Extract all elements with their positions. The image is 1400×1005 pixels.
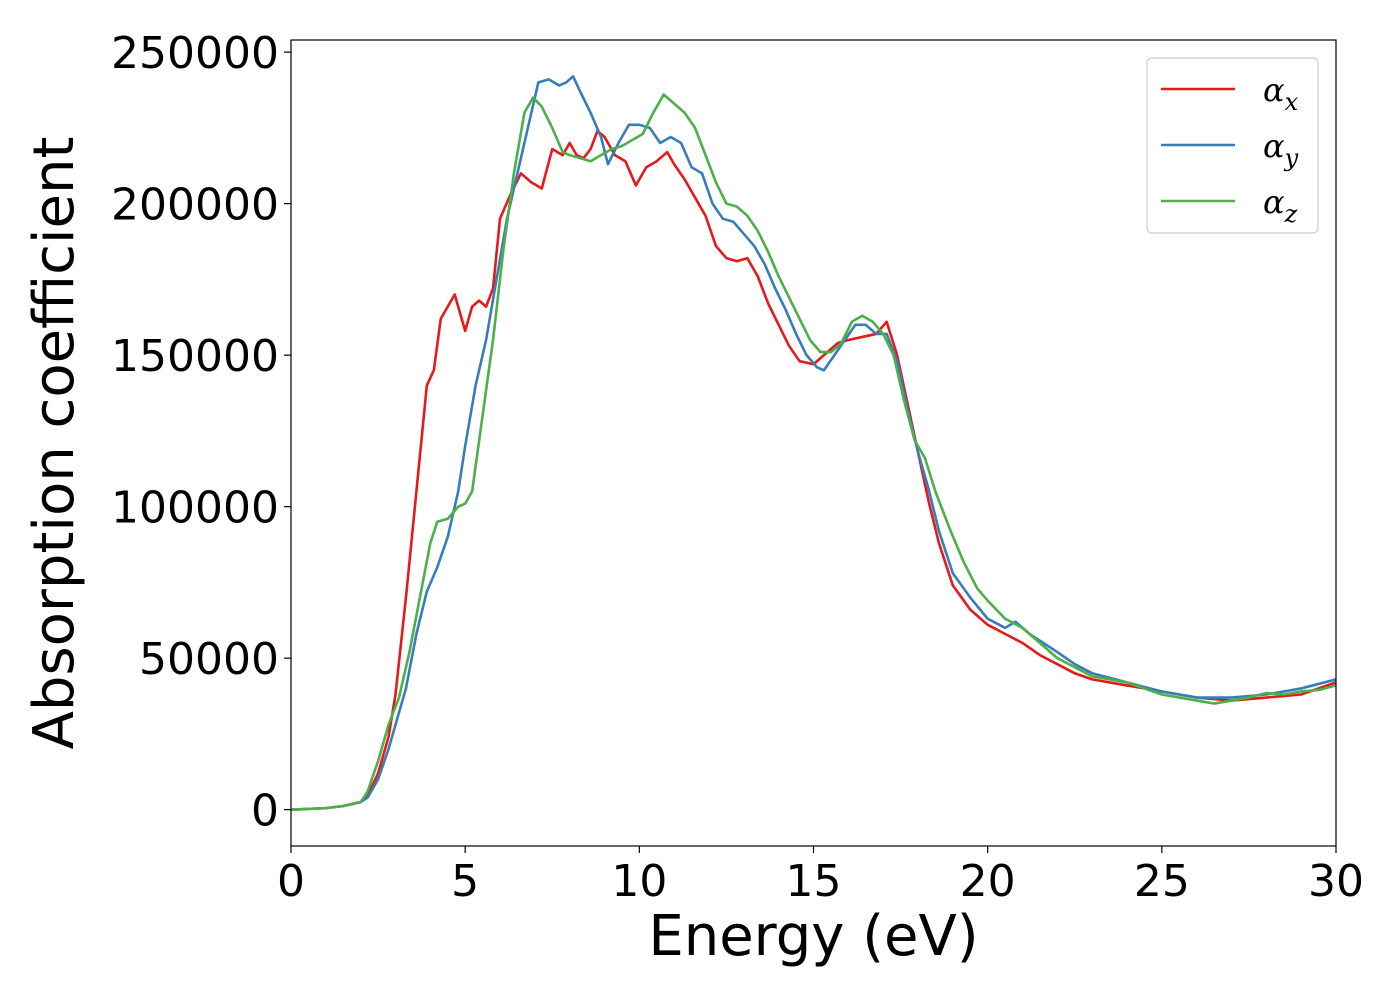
legend-label-z: αz: [1263, 183, 1298, 228]
x-tick-label: 5: [451, 856, 479, 907]
legend: αx αy αz: [1146, 57, 1319, 234]
series-line-x: [291, 129, 1336, 811]
y-tick-label: 100000: [111, 483, 279, 534]
x-axis-title: Energy (eV): [648, 904, 978, 969]
x-tick-label: 30: [1308, 856, 1364, 907]
series-layer: [291, 75, 1336, 811]
x-tick-label: 15: [786, 856, 842, 907]
x-tick-label: 10: [611, 856, 667, 907]
y-tick-label: 0: [251, 786, 279, 837]
y-tick-label: 250000: [111, 28, 279, 79]
ticks-layer: 0 5 10 15 20 25 30 0 50000 100000 150000 200000 2500…: [111, 28, 1364, 907]
y-tick-label: 50000: [139, 634, 279, 685]
x-tick-label: 20: [960, 856, 1016, 907]
series-line-z: [291, 93, 1336, 811]
y-tick-label: 200000: [111, 180, 279, 231]
legend-label-x: αx: [1263, 71, 1299, 116]
x-tick-label: 0: [277, 856, 305, 907]
y-tick-label: 150000: [111, 331, 279, 382]
legend-label-y: αy: [1263, 127, 1299, 172]
x-tick-label: 25: [1134, 856, 1190, 907]
y-axis-title: Absorption coefficient: [22, 137, 87, 750]
